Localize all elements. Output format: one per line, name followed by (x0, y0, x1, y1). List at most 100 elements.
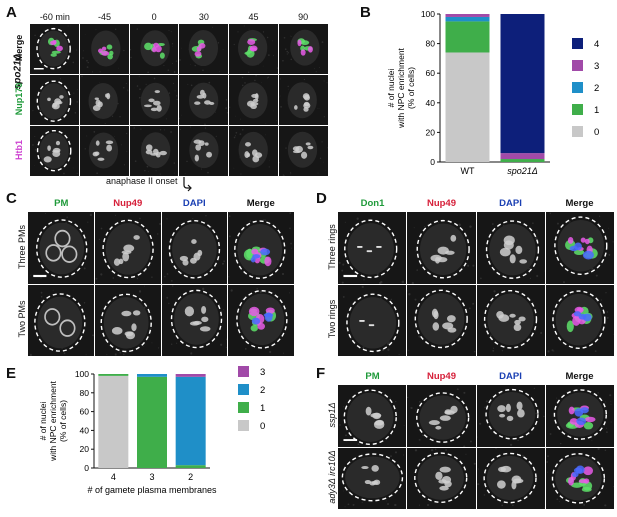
micrograph-ady3-irc10-nup49 (407, 447, 476, 509)
micrograph-ady3-irc10-merge (545, 447, 614, 509)
bar-segment-spo21-series-4 (500, 14, 545, 154)
y-tick-label: 20 (80, 444, 90, 454)
x-tick-label-2: 2 (188, 472, 193, 482)
micrograph-htb1-90 (279, 126, 328, 176)
bracket-arrow-icon (182, 177, 192, 192)
time-label-30: 30 (198, 12, 209, 22)
micrograph-htb1-30 (179, 126, 229, 176)
row-label-three-pms: Three PMs (17, 225, 27, 270)
micrograph-nup170-45 (229, 75, 279, 125)
micrograph-two-rings-nup49 (407, 284, 476, 356)
micrograph-two-pms-merge (228, 284, 294, 356)
column-header-merge: Merge (565, 371, 594, 382)
bar-segment-2-series-2 (175, 376, 206, 466)
y-tick-label: 100 (75, 369, 89, 379)
y-axis-label: # of nuclei (38, 402, 48, 441)
panel-d-label: D (316, 190, 327, 207)
row-label-merge: Merge (14, 35, 24, 62)
legend-swatch-3 (572, 60, 583, 71)
micrograph-nup170-90 (279, 75, 328, 125)
time-label-60-min: -60 min (39, 12, 70, 22)
column-header-merge: Merge (565, 198, 594, 209)
column-header-pm: PM (54, 198, 69, 209)
micrograph-merge-45 (79, 24, 129, 74)
micrograph-nup170-30 (179, 75, 229, 125)
legend-label-0: 0 (260, 421, 265, 432)
micrograph-nup170-60-min (30, 75, 79, 125)
bar-segment-spo21-series-3 (500, 153, 545, 160)
legend-label-3: 3 (260, 367, 265, 378)
y-tick-label: 100 (421, 9, 435, 19)
bar-segment-3-series-1 (137, 376, 167, 468)
bar-segment-wt-series-1 (445, 21, 490, 53)
micrograph-three-pms-pm (28, 212, 94, 284)
x-axis-label: # of gamete plasma membranes (87, 485, 217, 495)
micrograph-three-rings-dapi (476, 212, 545, 284)
micrograph-two-rings-merge (545, 284, 614, 356)
column-header-dapi: DAPI (499, 198, 522, 209)
y-axis-label: with NPC enrichment (48, 380, 58, 461)
x-tick-label-wt: WT (461, 166, 475, 176)
legend-label-1: 1 (594, 105, 599, 116)
column-header-dapi: DAPI (182, 198, 206, 209)
panel-c-label: C (6, 190, 17, 207)
micrograph-merge-0 (129, 24, 179, 74)
panel-e-label: E (6, 365, 17, 382)
micrograph-htb1-45 (229, 126, 279, 176)
panel-c-micrograph-grid (28, 212, 294, 356)
micrograph-three-rings-don1 (338, 212, 407, 284)
micrograph-htb1-45 (79, 126, 129, 176)
x-tick-label-3: 3 (149, 472, 154, 482)
panel-a-micrograph-grid (30, 24, 328, 176)
micrograph-two-rings-don1 (338, 284, 407, 356)
micrograph-htb1-0 (129, 126, 179, 176)
column-header-nup49: Nup49 (426, 371, 457, 382)
y-tick-label: 20 (426, 127, 436, 137)
panel-f-micrograph-grid (338, 385, 614, 509)
row-label-two-rings: Two rings (327, 299, 337, 339)
time-label-45: -45 (97, 12, 111, 22)
micrograph-three-pms-dapi (161, 212, 228, 284)
micrograph-merge-60-min (30, 24, 79, 74)
legend-label-2: 2 (594, 83, 599, 94)
bar-segment-spo21-series-1 (500, 159, 545, 162)
time-label-45: 45 (248, 12, 259, 22)
y-tick-label: 0 (84, 463, 89, 473)
micrograph-three-pms-nup49 (94, 212, 161, 284)
y-axis-label: (% of cells) (406, 67, 416, 109)
legend-swatch-0 (572, 126, 583, 137)
micrograph-merge-45 (229, 24, 279, 74)
bar-segment-4-series-0 (98, 375, 129, 468)
micrograph-two-pms-dapi (161, 284, 228, 356)
y-tick-label: 80 (426, 39, 436, 49)
bar-segment-2-series-1 (175, 465, 206, 468)
y-tick-label: 60 (80, 407, 90, 417)
panel-a-label: A (6, 4, 17, 21)
row-label-ady3-irc10: ady3Δ irc10Δ (327, 450, 337, 504)
micrograph-three-rings-nup49 (407, 212, 476, 284)
micrograph-ssp1-nup49 (407, 385, 476, 447)
time-label-0: 0 (151, 12, 157, 22)
y-tick-label: 60 (426, 68, 436, 78)
legend-swatch-3 (238, 366, 249, 377)
legend-swatch-1 (572, 104, 583, 115)
legend-swatch-1 (238, 402, 249, 413)
y-axis-label: (% of cells) (58, 400, 68, 442)
bar-segment-wt-series-0 (445, 52, 490, 163)
column-header-don1: Don1 (360, 198, 385, 209)
column-header-pm: PM (365, 371, 380, 382)
micrograph-ady3-irc10-dapi (476, 447, 545, 509)
y-axis-label: with NPC enrichment (396, 47, 406, 128)
row-label-three-rings: Three rings (327, 224, 337, 270)
bar-segment-4-series-1 (98, 374, 129, 376)
legend-swatch-4 (572, 38, 583, 49)
row-label-nup170: Nup170 (14, 82, 24, 116)
panel-f-label: F (316, 365, 326, 382)
row-label-htb1: Htb1 (14, 139, 24, 160)
anaphase-annotation-text: anaphase II onset (106, 176, 178, 186)
micrograph-two-pms-nup49 (94, 284, 161, 356)
micrograph-three-pms-merge (228, 212, 294, 284)
bar-segment-wt-series-2 (445, 16, 490, 22)
